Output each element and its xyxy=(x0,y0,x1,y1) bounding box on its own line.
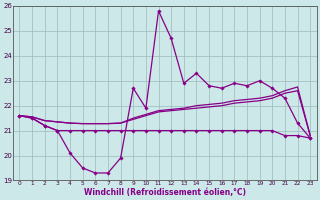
X-axis label: Windchill (Refroidissement éolien,°C): Windchill (Refroidissement éolien,°C) xyxy=(84,188,246,197)
